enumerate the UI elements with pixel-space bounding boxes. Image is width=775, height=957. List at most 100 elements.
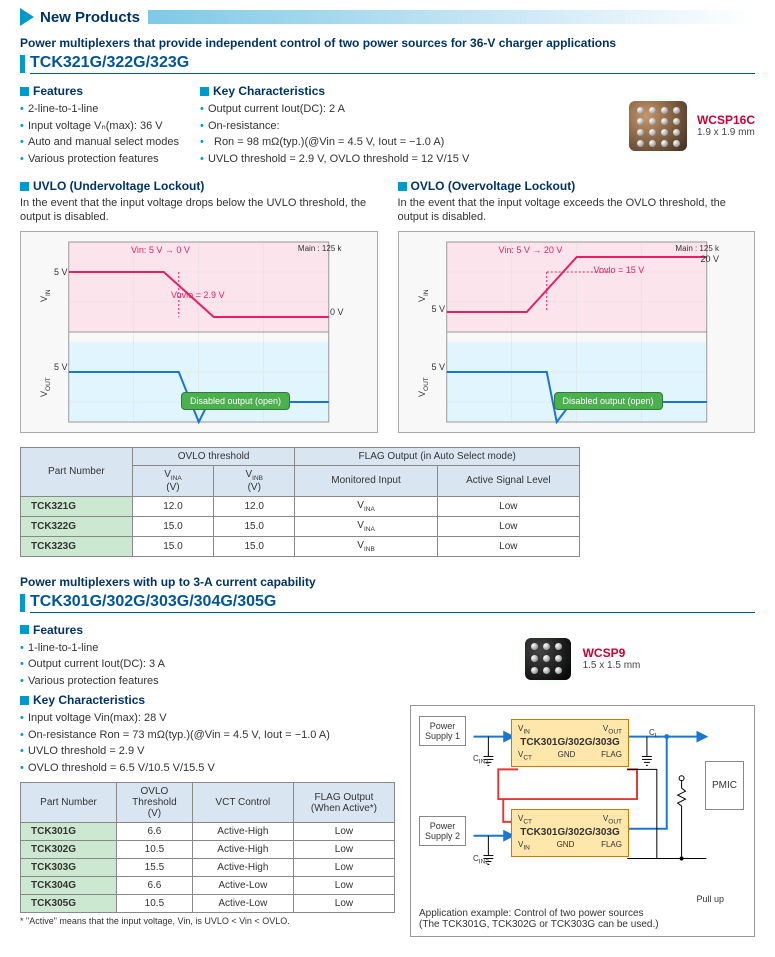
- square-icon: [20, 182, 29, 191]
- section1-product-title: TCK321G/322G/323G: [30, 54, 755, 74]
- section1-table: Part Number OVLO threshold FLAG Output (…: [20, 447, 580, 557]
- list-item: Output current Iout(DC): 2 A: [200, 101, 470, 118]
- table-row: TCK302G10.5Active-HighLow: [21, 841, 395, 859]
- table-header: Part Number: [21, 447, 133, 496]
- package-name: WCSP9: [583, 646, 641, 660]
- table-footnote: * "Active" means that the input voltage,…: [20, 916, 395, 926]
- chart-ylabel: 5 V: [54, 267, 68, 277]
- title-bar-icon: [20, 594, 25, 612]
- keychar-list: Input voltage Vin(max): 28 V On-resistan…: [20, 710, 395, 776]
- square-icon: [20, 625, 29, 634]
- chart-ylabel: 5 V: [432, 362, 446, 372]
- section2-table: Part Number OVLOThreshold(V) VCT Control…: [20, 782, 395, 913]
- chart-title: Vin: 5 V → 0 V: [131, 245, 190, 255]
- chart-corner: Main : 125 k: [298, 244, 342, 253]
- axis-label-vin: VIN: [417, 289, 430, 302]
- features-label: Features: [20, 84, 190, 98]
- supply-block: Power Supply 2: [419, 816, 466, 846]
- ovlo-label: OVLO (Overvoltage Lockout): [398, 179, 756, 193]
- features-list: 2-line-to-1-line Input voltage Vₙ(max): …: [20, 101, 190, 167]
- table-header: Active Signal Level: [437, 465, 579, 496]
- features-label: Features: [20, 623, 395, 637]
- header-arrow-icon: [20, 8, 34, 26]
- section1-title-row: TCK321G/322G/323G: [20, 54, 755, 74]
- uvlo-label: UVLO (Undervoltage Lockout): [20, 179, 378, 193]
- diagram-caption: Application example: Control of two powe…: [419, 908, 746, 930]
- square-icon: [398, 182, 407, 191]
- list-item: Ron = 98 mΩ(typ.)(@Vin = 4.5 V, Iout = −…: [200, 134, 470, 151]
- ic-block: VCTVOUT TCK301G/302G/303G VINGNDFLAG: [511, 809, 629, 857]
- table-header: VINB(V): [214, 465, 295, 496]
- chart-ylabel: 20 V: [700, 254, 719, 264]
- application-diagram: Power Supply 1 Power Supply 2 CIN1 CIN2 …: [410, 705, 755, 937]
- list-item: Input voltage Vₙ(max): 36 V: [20, 118, 190, 135]
- cap-label: CIN1: [473, 754, 489, 766]
- package-dim: 1.9 x 1.9 mm: [697, 127, 755, 138]
- list-item: Various protection features: [20, 673, 395, 690]
- table-row: TCK323G15.015.0VINBLow: [21, 536, 580, 556]
- list-item: 2-line-to-1-line: [20, 101, 190, 118]
- cap-label: CIN2: [473, 854, 489, 866]
- table-header: VCT Control: [192, 783, 293, 823]
- chart-callout: Disabled output (open): [554, 392, 663, 410]
- list-item: UVLO threshold = 2.9 V, OVLO threshold =…: [200, 151, 470, 168]
- square-icon: [20, 87, 29, 96]
- pmic-block: PMIC: [705, 761, 744, 810]
- page-header: New Products: [20, 8, 755, 26]
- cap-label: CL: [649, 728, 658, 740]
- chart-callout: Disabled output (open): [181, 392, 290, 410]
- table-row: TCK321G12.012.0VINALow: [21, 496, 580, 516]
- package-name: WCSP16C: [697, 113, 755, 127]
- chart-threshold: Vovlo = 15 V: [594, 265, 645, 275]
- list-item: Output current Iout(DC): 3 A: [20, 656, 395, 673]
- ovlo-chart: Vin: 5 V → 20 V Main : 125 k 20 V 5 V Vo…: [398, 231, 756, 433]
- table-header: FLAG Output (in Auto Select mode): [295, 447, 580, 465]
- list-item: Auto and manual select modes: [20, 134, 190, 151]
- list-item: UVLO threshold = 2.9 V: [20, 743, 395, 760]
- header-title: New Products: [40, 9, 140, 26]
- table-header: Part Number: [21, 783, 117, 823]
- title-bar-icon: [20, 55, 25, 73]
- table-row: TCK303G15.5Active-HighLow: [21, 859, 395, 877]
- table-header: FLAG Output(When Active*): [293, 783, 394, 823]
- table-header: VINA(V): [132, 465, 213, 496]
- chart-corner: Main : 125 k: [675, 244, 719, 253]
- list-item: Input voltage Vin(max): 28 V: [20, 710, 395, 727]
- axis-label-vin: VIN: [39, 289, 52, 302]
- table-header: OVLO threshold: [132, 447, 295, 465]
- chart-threshold: Vuvlo = 2.9 V: [171, 290, 224, 300]
- section2-product-title: TCK301G/302G/303G/304G/305G: [30, 593, 755, 613]
- supply-block: Power Supply 1: [419, 716, 466, 746]
- section1-intro: Power multiplexers that provide independ…: [20, 36, 755, 50]
- keychar-label: Key Characteristics: [20, 693, 395, 707]
- ovlo-desc: In the event that the input voltage exce…: [398, 196, 756, 225]
- chart-ylabel: 0 V: [330, 307, 344, 317]
- features-list: 1-line-to-1-line Output current Iout(DC)…: [20, 640, 395, 690]
- table-header: OVLOThreshold(V): [117, 783, 193, 823]
- square-icon: [200, 87, 209, 96]
- axis-label-vout: VOUT: [417, 377, 430, 397]
- list-item: 1-line-to-1-line: [20, 640, 395, 657]
- section2-intro: Power multiplexers with up to 3-A curren…: [20, 575, 755, 589]
- uvlo-desc: In the event that the input voltage drop…: [20, 196, 378, 225]
- table-row: TCK304G6.6Active-LowLow: [21, 877, 395, 895]
- table-header: Monitored Input: [295, 465, 437, 496]
- keychar-list: Output current Iout(DC): 2 A On-resistan…: [200, 101, 470, 167]
- list-item: On-resistance Ron = 73 mΩ(typ.)(@Vin = 4…: [20, 727, 395, 744]
- pullup-label: Pull up: [696, 894, 724, 904]
- table-row: TCK301G6.6Active-HighLow: [21, 823, 395, 841]
- section2-title-row: TCK301G/302G/303G/304G/305G: [20, 593, 755, 613]
- chart-ylabel: 5 V: [432, 304, 446, 314]
- keychar-label: Key Characteristics: [200, 84, 470, 98]
- ic-block: VINVOUT TCK301G/302G/303G VCTGNDFLAG: [511, 719, 629, 767]
- chart-ylabel: 5 V: [54, 362, 68, 372]
- header-gradient: [148, 10, 755, 24]
- package-dim: 1.5 x 1.5 mm: [583, 660, 641, 671]
- axis-label-vout: VOUT: [39, 377, 52, 397]
- list-item: Various protection features: [20, 151, 190, 168]
- package-chip-icon: [629, 101, 687, 151]
- table-row: TCK305G10.5Active-LowLow: [21, 895, 395, 913]
- table-row: TCK322G15.015.0VINALow: [21, 516, 580, 536]
- chart-title: Vin: 5 V → 20 V: [499, 245, 563, 255]
- uvlo-chart: Vin: 5 V → 0 V Main : 125 k 5 V 0 V Vuvl…: [20, 231, 378, 433]
